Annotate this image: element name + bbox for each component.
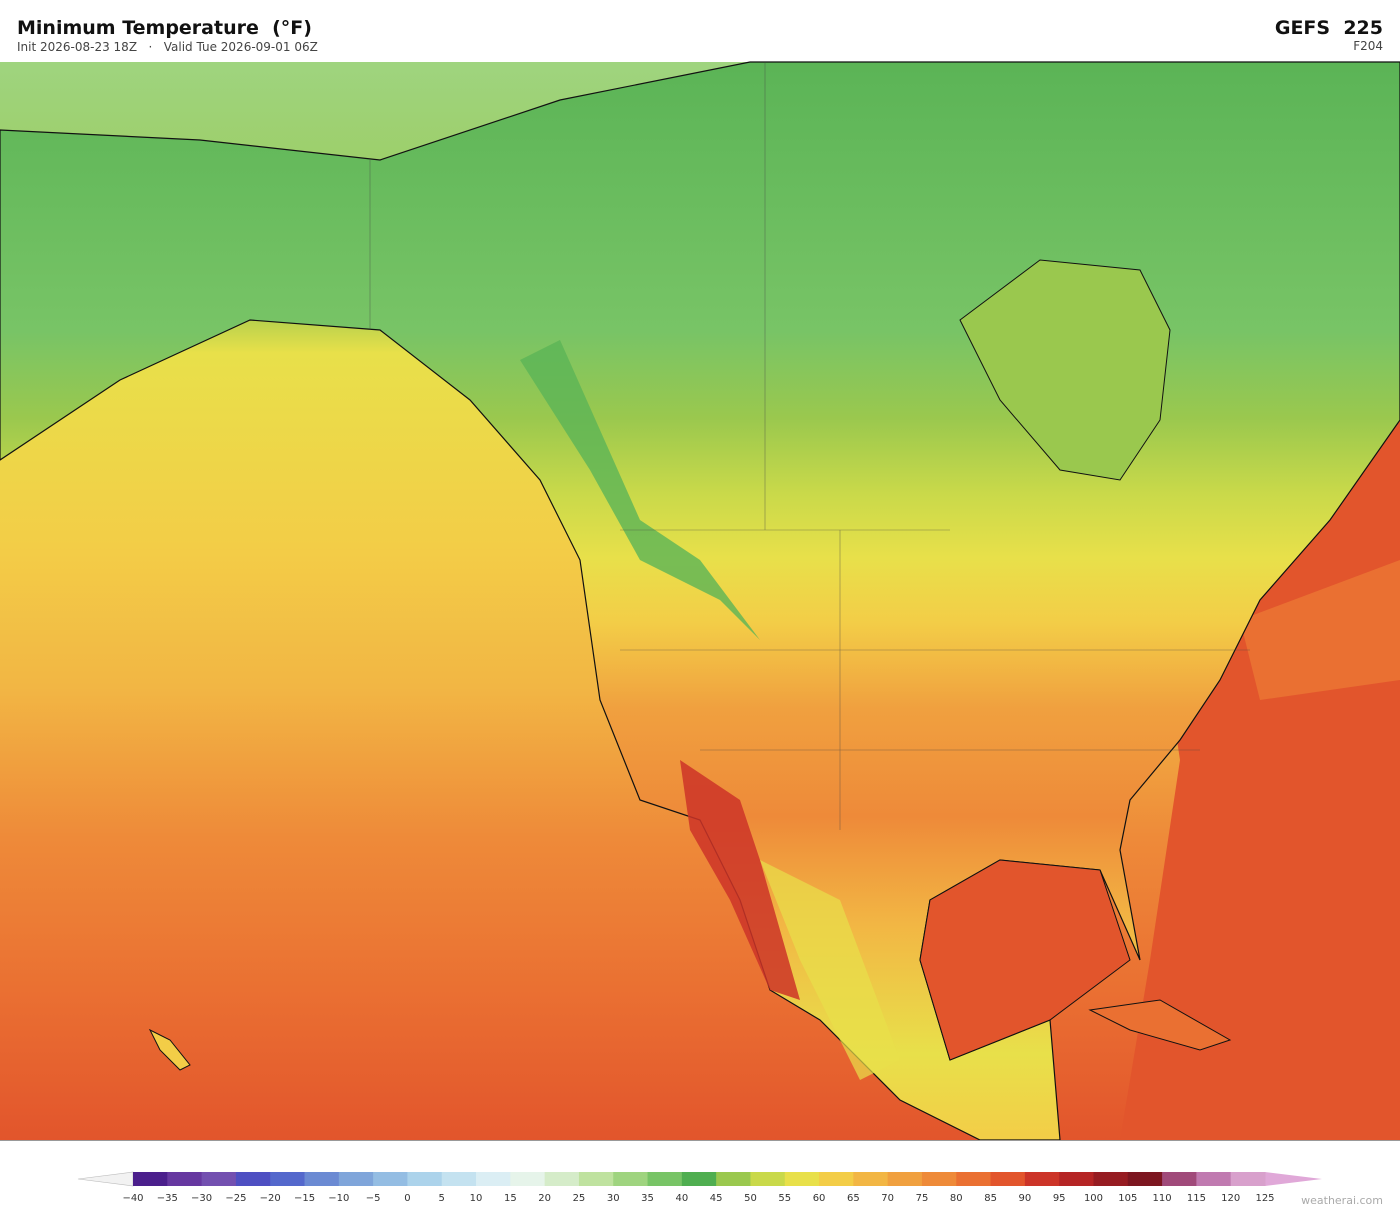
colorbar-label: −35 — [157, 1193, 178, 1204]
colorbar-bin — [510, 1172, 546, 1186]
colorbar-bin — [613, 1172, 649, 1186]
colorbar-bin — [201, 1172, 237, 1186]
subtitle: Init 2026-08-23 18Z · Valid Tue 2026-09-… — [17, 40, 318, 54]
colorbar-bin — [1162, 1172, 1197, 1186]
colorbar-bin — [1093, 1172, 1129, 1186]
colorbar-label: 30 — [607, 1193, 620, 1204]
colorbar-bin — [1127, 1172, 1163, 1186]
colorbar-label: −5 — [366, 1193, 381, 1204]
colorbar-under — [77, 1171, 134, 1187]
colorbar-bin — [1196, 1172, 1232, 1186]
colorbar-bin — [819, 1172, 854, 1186]
model-label: GEFS 225 — [1275, 17, 1383, 39]
rockies-cold — [520, 340, 760, 640]
colorbar-label: 60 — [813, 1193, 826, 1204]
colorbar-bin — [956, 1172, 992, 1186]
colorbar-label: −25 — [225, 1193, 246, 1204]
colorbar-label: 45 — [710, 1193, 723, 1204]
colorbar-label: 105 — [1118, 1193, 1137, 1204]
colorbar-bin — [921, 1172, 957, 1186]
colorbar-label: 40 — [675, 1193, 688, 1204]
colorbar-bin — [887, 1172, 923, 1186]
colorbar-label: 100 — [1084, 1193, 1103, 1204]
title: Minimum Temperature (°F) — [17, 17, 312, 39]
colorbar-label: 115 — [1187, 1193, 1206, 1204]
colorbar-label: 70 — [881, 1193, 894, 1204]
colorbar-label: 75 — [916, 1193, 929, 1204]
colorbar-label: −10 — [328, 1193, 349, 1204]
borders — [369, 62, 1250, 830]
colorbar-bin — [235, 1172, 271, 1186]
hudson-bay — [959, 259, 1171, 481]
colorbar-bin — [476, 1172, 511, 1186]
colorbar-label: 25 — [573, 1193, 586, 1204]
colorbar-label: −40 — [122, 1193, 143, 1204]
colorbar: −40 −35 −30 −25 −20 −15 −10 −5 0 5 10 15 20 25 30 35 40 4… — [77, 1171, 1322, 1204]
colorbar-bin — [544, 1172, 580, 1186]
colorbar-label: −30 — [191, 1193, 212, 1204]
colorbar-label: 80 — [950, 1193, 963, 1204]
colorbar-bin — [338, 1172, 374, 1186]
colorbar-label: 120 — [1221, 1193, 1240, 1204]
colorbar-label: 55 — [778, 1193, 791, 1204]
hawaii — [148, 1028, 191, 1071]
colorbar-bin — [1230, 1172, 1266, 1186]
colorbar-label: 95 — [1053, 1193, 1066, 1204]
colorbar-bin — [270, 1172, 306, 1186]
gulf-of-mexico — [919, 859, 1131, 1061]
colorbar-label: −15 — [294, 1193, 315, 1204]
colorbar-label: 90 — [1019, 1193, 1032, 1204]
colorbar-label: 125 — [1255, 1193, 1274, 1204]
mexico-highland — [760, 860, 900, 1080]
colorbar-bin — [304, 1172, 340, 1186]
colorbar-label: 5 — [439, 1193, 445, 1204]
colorbar-bin — [441, 1172, 477, 1186]
colorbar-bin — [578, 1172, 614, 1186]
map — [0, 61, 1400, 1141]
colorbar-bin — [647, 1172, 683, 1186]
colorbar-label: 50 — [744, 1193, 757, 1204]
colorbar-bin — [373, 1172, 408, 1186]
colorbar-over — [1265, 1172, 1322, 1186]
colorbar-bin — [407, 1172, 443, 1186]
colorbar-bin — [1024, 1172, 1060, 1186]
cuba — [1088, 999, 1232, 1051]
colorbar-label: 110 — [1153, 1193, 1172, 1204]
colorbar-bin — [1059, 1172, 1094, 1186]
colorbar-label: 15 — [504, 1193, 517, 1204]
colorbar-bin — [133, 1172, 168, 1186]
colorbar-label: 20 — [538, 1193, 551, 1204]
forecast-hour: F204 — [1353, 39, 1383, 53]
colorbar-label: 0 — [404, 1193, 410, 1204]
colorbar-bin — [990, 1172, 1026, 1186]
colorbar-label: −20 — [260, 1193, 281, 1204]
colorbar-label: 35 — [641, 1193, 654, 1204]
colorbar-bin — [784, 1172, 820, 1186]
colorbar-bin — [167, 1172, 203, 1186]
colorbar-bin — [750, 1172, 786, 1186]
colorbar-label: 65 — [847, 1193, 860, 1204]
colorbar-label: 85 — [984, 1193, 997, 1204]
watermark: weatherai.com — [1301, 1194, 1383, 1207]
colorbar-bin — [716, 1172, 751, 1186]
colorbar-bin — [681, 1172, 717, 1186]
atlantic-north — [1240, 560, 1400, 700]
colorbar-label: 10 — [470, 1193, 483, 1204]
desert-hot — [680, 760, 800, 1000]
colorbar-bin — [853, 1172, 889, 1186]
